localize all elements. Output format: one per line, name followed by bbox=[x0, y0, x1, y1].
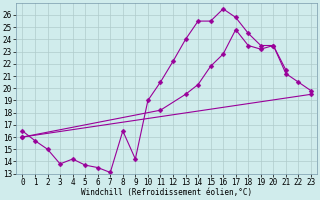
X-axis label: Windchill (Refroidissement éolien,°C): Windchill (Refroidissement éolien,°C) bbox=[81, 188, 252, 197]
